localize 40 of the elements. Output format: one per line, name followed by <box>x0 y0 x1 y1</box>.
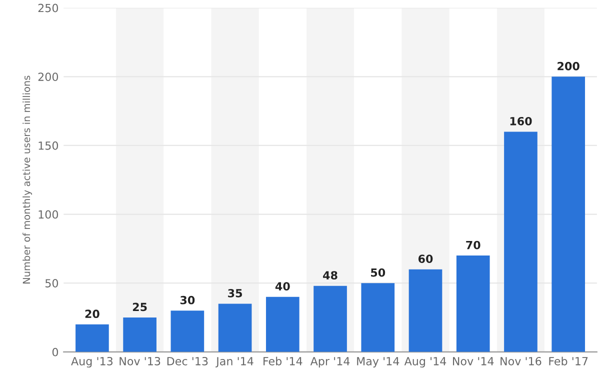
x-tick-label: Aug '14 <box>404 357 446 368</box>
bar <box>456 256 490 352</box>
bar <box>123 317 156 352</box>
bar <box>408 269 442 352</box>
y-tick-label: 50 <box>45 279 58 288</box>
bar <box>504 132 538 352</box>
data-label: 48 <box>323 271 338 280</box>
x-tick-label: Nov '13 <box>120 356 160 366</box>
data-label: 20 <box>85 310 100 318</box>
data-label: 35 <box>228 289 242 298</box>
x-tick-label: Feb '14 <box>264 356 302 366</box>
bar <box>76 324 109 352</box>
data-label: 200 <box>558 62 580 70</box>
data-label: 70 <box>466 240 480 250</box>
data-label: 160 <box>510 116 532 126</box>
x-tick-label: Feb '17 <box>549 356 588 366</box>
bar <box>552 76 586 352</box>
x-tick-label: Aug '13 <box>71 356 113 368</box>
y-tick-label: 100 <box>38 210 58 219</box>
bar <box>266 296 300 352</box>
x-tick-label: Jan '14 <box>216 357 254 368</box>
data-label: 25 <box>132 302 147 312</box>
x-tick-label: Nov '16 <box>500 356 542 366</box>
x-tick-label: Apr '14 <box>310 357 350 368</box>
data-label: 60 <box>418 254 433 263</box>
bar <box>361 283 395 352</box>
bar <box>170 310 204 352</box>
x-tick-label: May '14 <box>357 357 400 368</box>
x-tick-label: Dec '13 <box>167 356 208 366</box>
data-label: 30 <box>180 296 195 304</box>
bar <box>314 286 347 352</box>
y-tick-label: 250 <box>38 4 58 12</box>
x-tick-label: Nov '14 <box>452 357 494 366</box>
y-axis-title: Number of monthly active users in millions <box>22 76 32 284</box>
y-tick-label: 150 <box>38 141 58 150</box>
data-label: 50 <box>371 268 386 277</box>
y-tick-label: 200 <box>38 72 58 82</box>
y-tick-label: 0 <box>52 348 58 356</box>
data-label: 40 <box>275 282 290 291</box>
bar <box>218 304 252 352</box>
